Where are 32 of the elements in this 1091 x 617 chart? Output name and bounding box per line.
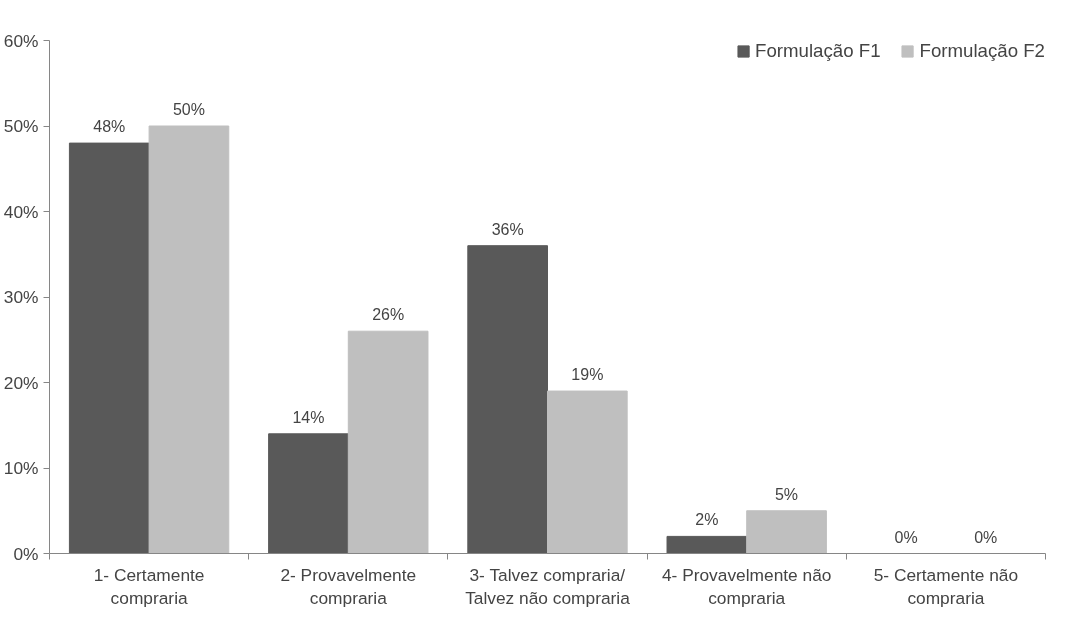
bar [347,330,429,554]
data-label: 5% [774,485,799,503]
y-tick-label: 30% [3,287,39,307]
bar [68,142,150,554]
data-label: 36% [491,220,524,238]
bar [746,510,827,554]
data-label: 19% [571,366,604,384]
data-label: 14% [292,408,325,426]
data-label: 26% [372,306,405,324]
bar [148,125,230,554]
data-label: 2% [695,511,719,529]
legend-label: Formulação F1 [755,40,881,62]
data-label: 0% [974,528,998,546]
bar [666,535,748,554]
bar [547,390,628,554]
bar [268,433,349,554]
x-tick-label: 1- Certamente compraria [93,564,205,608]
y-tick-label: 10% [3,458,39,478]
y-tick-label: 60% [3,30,39,51]
x-tick-label: 3- Talvez compraria/ Talvez não compraria [465,564,631,608]
x-tick-label: 2- Provavelmente compraria [280,564,417,608]
data-label: 50% [172,101,205,118]
y-tick-label: 50% [3,116,39,136]
y-tick-label: 0% [13,543,39,564]
data-label: 48% [93,118,126,136]
bar [467,245,548,554]
x-tick-label: 4- Provavelmente não compraria [661,564,832,608]
y-tick-label: 40% [3,201,39,222]
x-tick-label: 5- Certamente não compraria [873,564,1019,608]
data-label: 0% [894,528,918,546]
legend-label: Formulação F2 [919,40,1045,62]
y-tick-label: 20% [3,372,39,393]
